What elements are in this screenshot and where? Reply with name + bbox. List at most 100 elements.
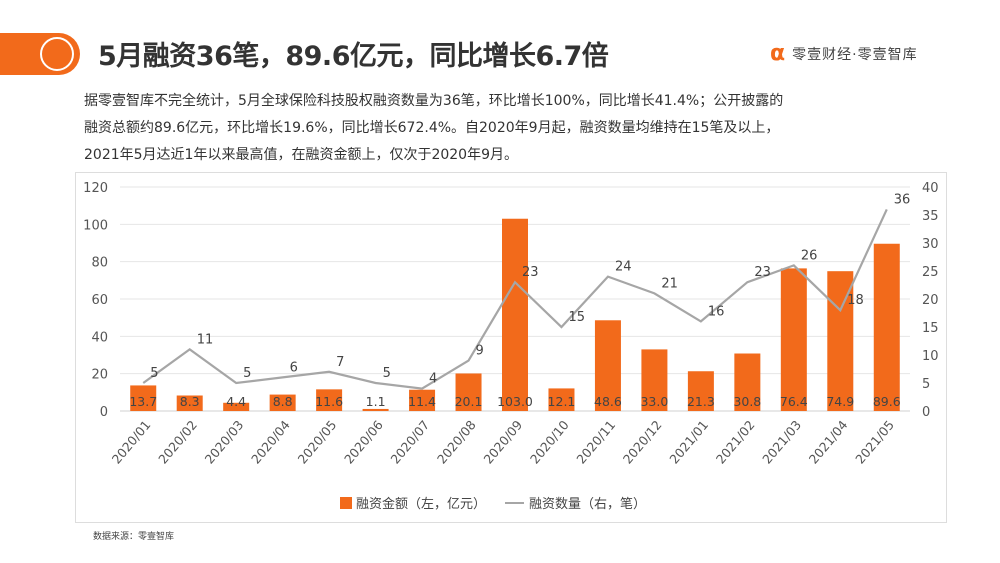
line-data-label: 6 [290,360,298,375]
chart-frame [75,172,947,523]
bar-data-label: 76.4 [780,394,808,409]
x-tick-label: 2020/10 [527,417,572,466]
line-data-label: 5 [150,366,158,381]
bar [873,243,900,411]
bar-data-label: 30.8 [733,394,761,409]
header-circle-icon [40,37,74,71]
brand-logo-icon: α [770,41,787,66]
y-right-tick-label: 40 [922,181,939,196]
y-left-tick-label: 120 [83,181,108,196]
x-tick-label: 2020/12 [620,417,665,466]
bar [780,268,807,411]
x-tick-label: 2020/09 [480,417,525,466]
bar [548,388,575,411]
x-tick-label: 2020/07 [387,417,432,466]
x-tick-label: 2020/01 [109,417,154,466]
y-right-tick-label: 20 [922,293,939,308]
x-tick-label: 2021/05 [852,417,897,466]
bar-data-label: 20.1 [455,394,483,409]
bar-data-label: 8.3 [180,394,200,409]
line-data-label: 9 [476,344,484,359]
bar-data-label: 21.3 [687,394,715,409]
line-data-label: 26 [801,248,818,263]
x-tick-label: 2020/03 [202,417,247,466]
bar-data-label: 13.7 [129,394,157,409]
x-tick-label: 2020/11 [573,417,618,466]
y-right-tick-label: 25 [922,265,939,280]
line-data-label: 4 [429,372,437,387]
bar-data-label: 4.4 [226,394,246,409]
bar-data-label: 74.9 [826,394,854,409]
line-data-label: 24 [615,260,632,275]
bar [734,353,761,411]
bar [409,389,436,411]
x-tick-label: 2020/04 [248,417,293,466]
x-tick-label: 2020/05 [295,417,340,466]
description-line: 据零壹智库不完全统计，5月全球保险科技股权融资数量为36笔，环比增长100%，同… [84,93,784,109]
x-tick-label: 2021/02 [713,417,758,466]
brand: α 零壹财经·零壹智库 [770,41,918,66]
line-data-label: 18 [847,293,864,308]
y-right-tick-label: 0 [922,405,930,420]
bar [223,402,250,411]
y-left-tick-label: 40 [91,330,108,345]
bar [316,389,343,411]
y-left-tick-label: 0 [100,405,108,420]
y-left-tick-label: 100 [83,218,108,233]
x-tick-label: 2020/06 [341,417,386,466]
description-line: 融资总额约89.6亿元，环比增长19.6%，同比增长672.4%。自2020年9… [84,120,780,136]
y-left-tick-label: 80 [91,256,108,271]
brand-name: 零壹财经·零壹智库 [792,47,918,63]
line-data-label: 23 [754,265,771,280]
line-data-label: 15 [568,310,585,325]
line-data-label: 11 [197,332,214,347]
x-tick-label: 2021/04 [806,417,851,466]
bar-data-label: 11.4 [408,394,436,409]
bar [641,349,668,411]
legend-label: 融资数量（右，笔） [529,496,646,512]
bar-data-label: 48.6 [594,394,622,409]
page-title: 5月融资36笔，89.6亿元，同比增长6.7倍 [98,41,609,72]
bar-data-label: 8.8 [273,394,293,409]
bar [502,218,528,411]
y-right-tick-label: 15 [922,321,939,336]
legend-label: 融资金额（左，亿元） [356,496,486,512]
bar [269,394,296,411]
line-data-label: 21 [661,276,678,291]
bar-data-label: 103.0 [497,394,533,409]
y-right-tick-label: 30 [922,237,939,252]
bar-data-label: 89.6 [873,394,901,409]
y-right-tick-label: 5 [922,377,930,392]
line-data-label: 36 [894,192,911,207]
x-tick-label: 2021/01 [666,417,711,466]
x-tick-label: 2020/08 [434,417,479,466]
data-source: 数据来源：零壹智库 [93,532,175,542]
bar [130,385,157,411]
y-right-tick-label: 35 [922,209,939,224]
x-tick-label: 2020/02 [155,417,200,466]
y-left-tick-label: 60 [91,293,108,308]
bar [455,373,482,411]
bar [827,271,854,411]
bar [687,371,714,411]
y-left-tick-label: 20 [91,368,108,383]
line-series [142,208,888,390]
bar-data-label: 12.1 [548,394,576,409]
line-data-label: 5 [243,366,251,381]
line-data-label: 7 [336,355,344,370]
bar-data-label: 11.6 [315,394,343,409]
x-tick-label: 2021/03 [759,417,804,466]
bar-data-label: 33.0 [640,394,668,409]
y-right-tick-label: 10 [922,349,939,364]
bar [594,320,621,411]
description: 据零壹智库不完全统计，5月全球保险科技股权融资数量为36笔，环比增长100%，同… [84,88,783,169]
legend-bar-swatch [340,497,352,509]
line-data-label: 5 [383,366,391,381]
description-line: 2021年5月达近1年以来最高值，在融资金额上，仅次于2020年9月。 [84,147,518,163]
bar [362,408,389,411]
line-data-label: 16 [708,304,725,319]
bar [176,395,203,411]
line-data-label: 23 [522,265,539,280]
bar-data-label: 1.1 [366,394,386,409]
